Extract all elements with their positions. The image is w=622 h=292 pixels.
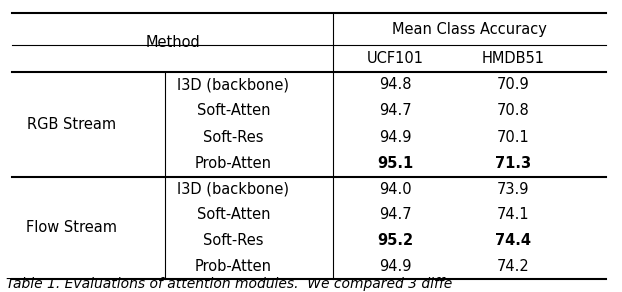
Text: 71.3: 71.3 (495, 156, 531, 171)
Text: 70.8: 70.8 (497, 103, 529, 119)
Text: 95.2: 95.2 (377, 233, 413, 248)
Text: 94.9: 94.9 (379, 259, 411, 274)
Text: 70.1: 70.1 (497, 130, 529, 145)
Text: 73.9: 73.9 (497, 182, 529, 197)
Text: Mean Class Accuracy: Mean Class Accuracy (392, 22, 547, 37)
Text: 74.2: 74.2 (497, 259, 529, 274)
Text: I3D (backbone): I3D (backbone) (177, 77, 289, 92)
Text: 74.4: 74.4 (495, 233, 531, 248)
Text: 94.8: 94.8 (379, 77, 411, 92)
Text: 94.7: 94.7 (379, 208, 411, 223)
Text: Soft-Res: Soft-Res (203, 233, 264, 248)
Text: Soft-Atten: Soft-Atten (197, 208, 270, 223)
Text: Soft-Res: Soft-Res (203, 130, 264, 145)
Text: UCF101: UCF101 (366, 51, 424, 66)
Text: 94.9: 94.9 (379, 130, 411, 145)
Text: Prob-Atten: Prob-Atten (195, 259, 272, 274)
Text: 70.9: 70.9 (497, 77, 529, 92)
Text: RGB Stream: RGB Stream (27, 117, 116, 132)
Text: Flow Stream: Flow Stream (26, 220, 117, 235)
Text: Method: Method (145, 35, 200, 50)
Text: 94.7: 94.7 (379, 103, 411, 119)
Text: 95.1: 95.1 (377, 156, 413, 171)
Text: HMDB51: HMDB51 (481, 51, 545, 66)
Text: I3D (backbone): I3D (backbone) (177, 182, 289, 197)
Text: Soft-Atten: Soft-Atten (197, 103, 270, 119)
Text: Prob-Atten: Prob-Atten (195, 156, 272, 171)
Text: 74.1: 74.1 (497, 208, 529, 223)
Text: Table 1. Evaluations of attention modules.  We compared 3 diffe: Table 1. Evaluations of attention module… (6, 277, 452, 291)
Text: 94.0: 94.0 (379, 182, 411, 197)
